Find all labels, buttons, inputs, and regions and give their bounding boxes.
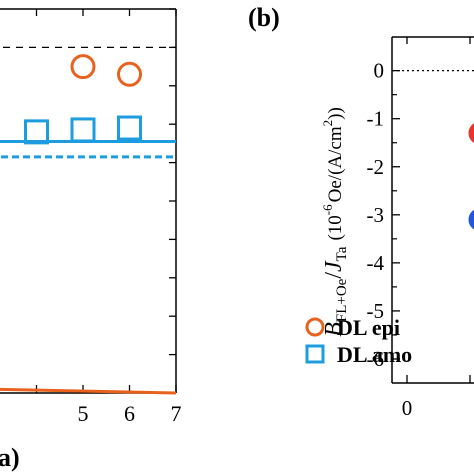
panel-b-data-point <box>468 123 474 143</box>
panel-b-x-tick-label: 0 <box>402 396 413 420</box>
data-point-dl-amo <box>70 117 96 143</box>
data-point-dl-amo <box>24 119 49 145</box>
panel-b-x-tick-labels: 0 <box>402 396 413 420</box>
panel-b-ticks <box>392 37 471 383</box>
panel-b-points <box>468 123 474 230</box>
panel-a: 5 6 7 DL epi DL amo a) <box>0 8 412 472</box>
panel-b-y-tick-label: -6 <box>367 347 385 371</box>
panel-b-data-point <box>468 209 474 230</box>
data-point-dl-epi <box>70 54 96 80</box>
panel-b-y-tick-label: -4 <box>367 251 385 275</box>
panel-b-y-tick-label: -1 <box>367 107 385 131</box>
data-point-dl-amo <box>117 115 142 141</box>
fit-line <box>0 387 177 395</box>
legend-label-dl-epi: DL epi <box>337 315 400 340</box>
panel-a-x-tick-labels: 5 6 7 <box>78 401 182 426</box>
panel-b: (b) 0-1-2-3-4-5-6 0 BFL+Oe/JTa(10-6Oe/(A… <box>248 3 474 420</box>
panel-a-x-tick-label: 7 <box>171 401 182 426</box>
panel-a-x-tick-label: 6 <box>124 401 135 426</box>
y-label-slash: / <box>321 272 347 279</box>
panel-b-y-tick-labels: 0 -1 -2 -3 -4 -5 -6 <box>367 59 385 371</box>
panel-a-points <box>24 54 142 145</box>
panel-a-x-tick-label: 5 <box>78 401 89 426</box>
y-label-b-sub: FL+Oe <box>334 278 350 322</box>
data-point-dl-epi <box>117 61 142 87</box>
y-label-j: J <box>321 260 347 272</box>
y-label-units-exp2: 2 <box>320 120 335 127</box>
panel-a-legend: DL epi DL amo <box>305 315 412 367</box>
panel-b-y-axis-label: BFL+Oe/JTa (10-6 Oe/(A/cm2)) <box>320 107 350 337</box>
y-label-units-b: Oe/(A/cm <box>325 126 346 202</box>
panel-b-y-tick-label: -5 <box>367 299 385 323</box>
y-label-units-exp: -6 <box>320 204 335 215</box>
y-label-units-a: (10 <box>325 215 346 240</box>
panel-a-bottom-label: a) <box>0 443 20 472</box>
y-label-units-c: )) <box>325 107 346 120</box>
panel-b-y-tick-label: 0 <box>374 59 385 83</box>
y-label-j-sub: Ta <box>334 246 350 261</box>
panel-a-fit-lines <box>0 139 177 395</box>
legend-marker-dl-epi <box>305 317 325 337</box>
panel-a-ticks <box>35 8 177 394</box>
panel-b-label: (b) <box>248 3 280 32</box>
panel-b-y-tick-label: -2 <box>367 155 385 179</box>
legend-label-dl-amo: DL amo <box>337 342 412 367</box>
legend-marker-dl-amo <box>305 344 325 364</box>
y-label-b: B <box>321 322 347 337</box>
panel-b-y-tick-label: -3 <box>367 203 385 227</box>
